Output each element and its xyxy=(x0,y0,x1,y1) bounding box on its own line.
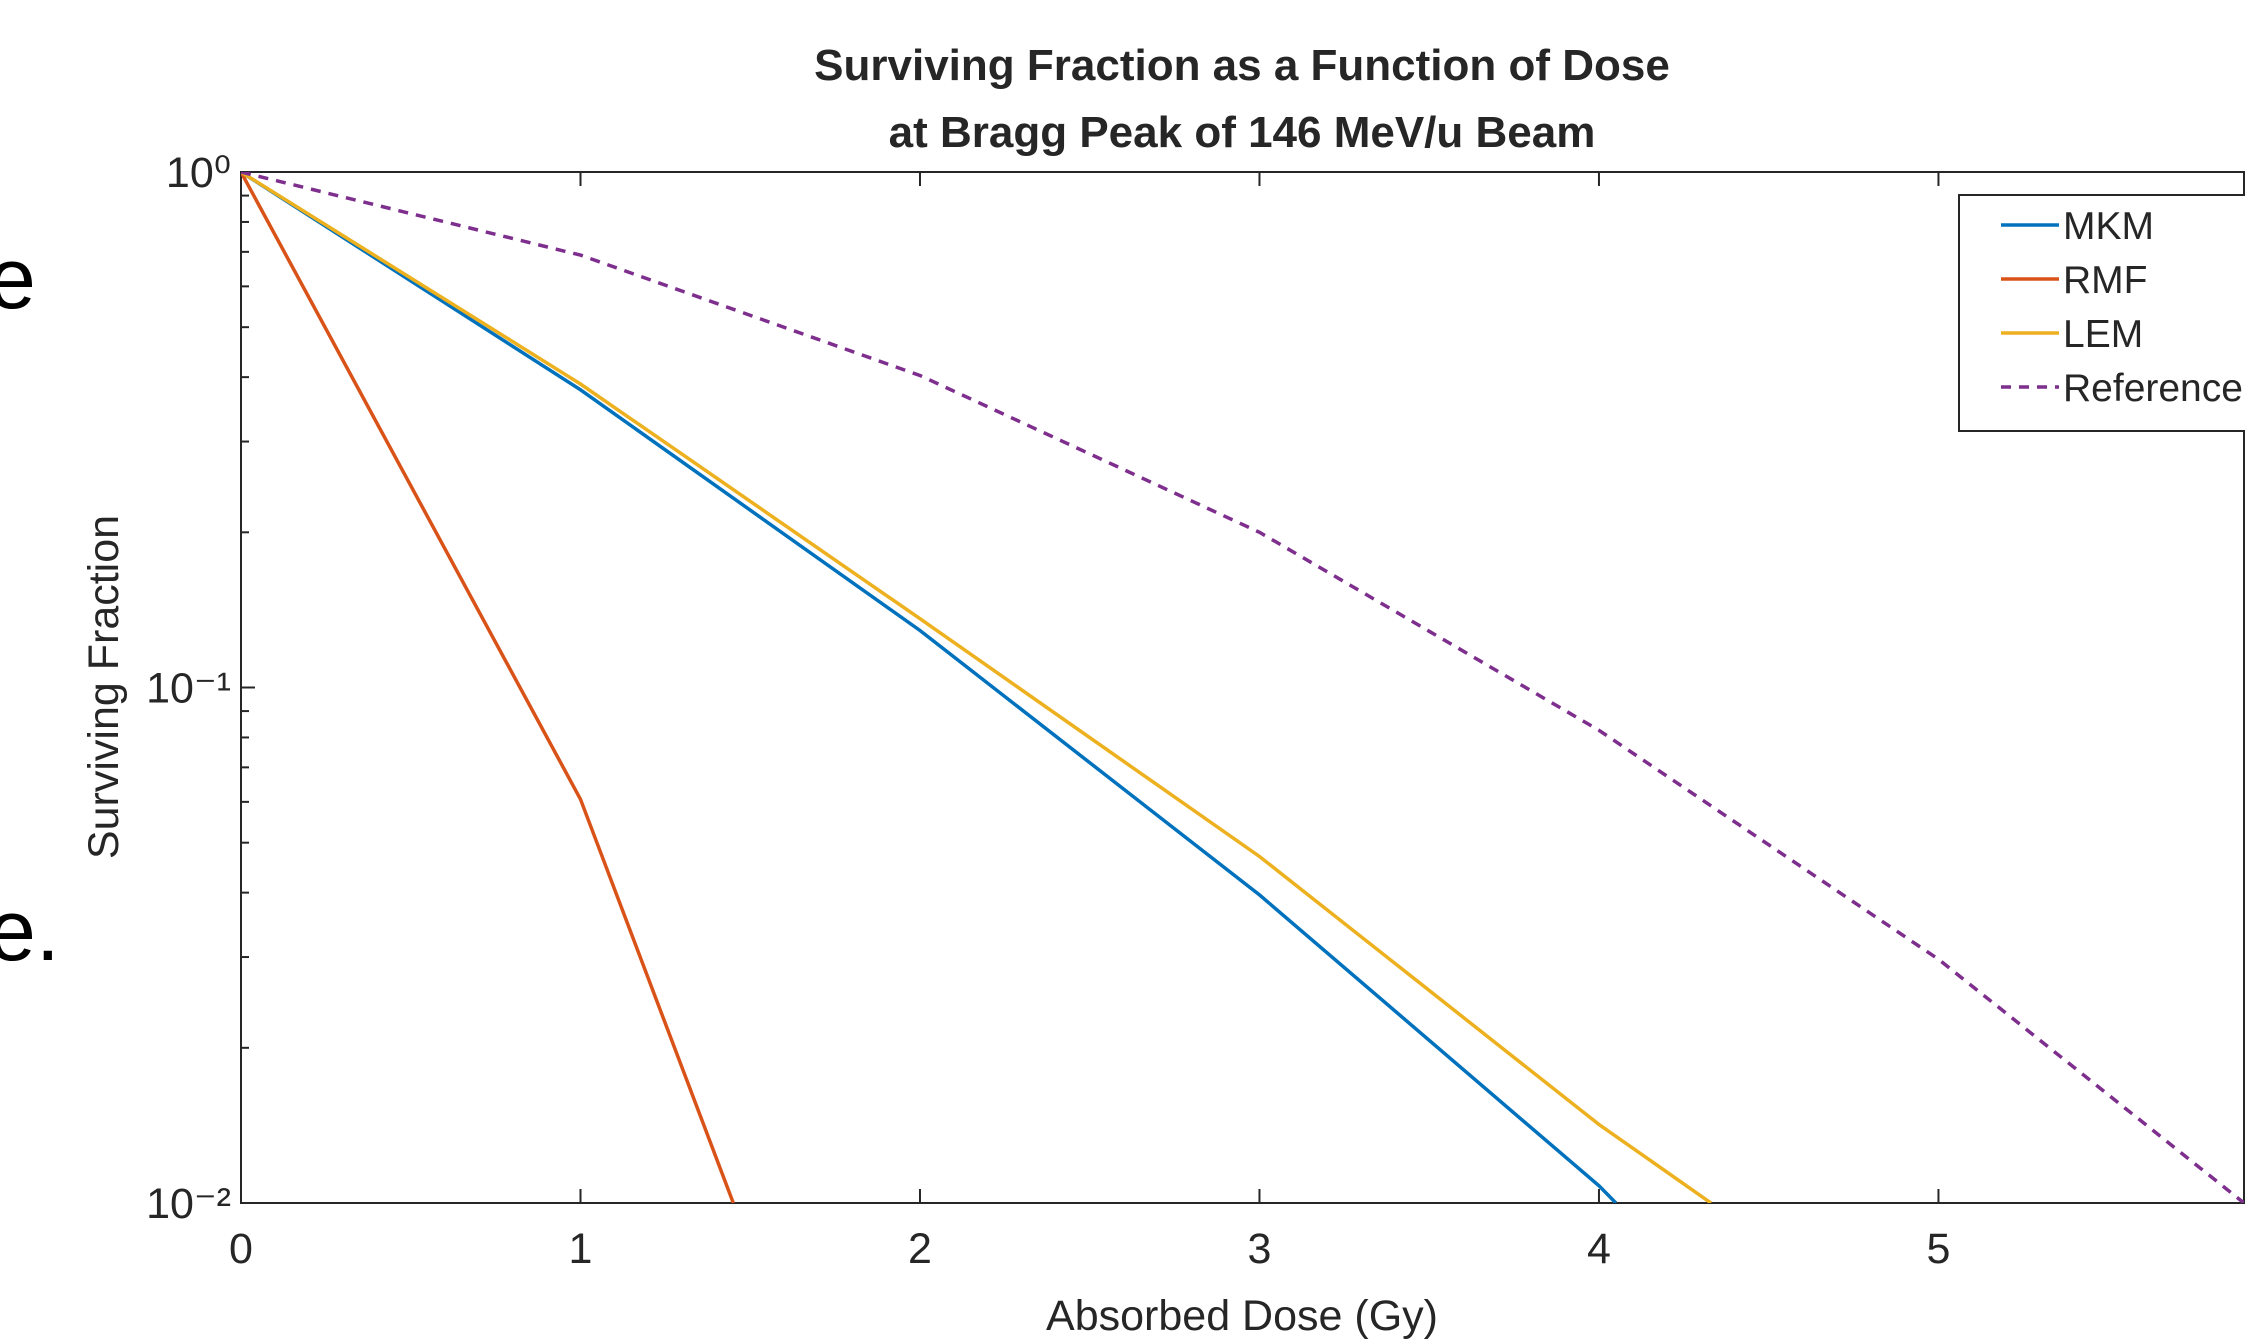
plot-frame xyxy=(240,171,2245,1204)
x-tick-label: 2 xyxy=(908,1225,932,1273)
x-axis-label: Absorbed Dose (Gy) xyxy=(1046,1292,1438,1340)
series-line xyxy=(241,172,1713,1203)
series-line xyxy=(241,172,1618,1203)
chart-title: Surviving Fraction as a Function of Dose xyxy=(814,41,1670,90)
y-tick-label: 10⁰ xyxy=(166,149,231,197)
legend-label: MKM xyxy=(2063,205,2154,248)
x-tick-label: 0 xyxy=(229,1225,253,1273)
legend-label: Reference xyxy=(2063,367,2243,410)
x-tick-label: 4 xyxy=(1587,1225,1611,1273)
side-text: e xyxy=(0,231,36,327)
legend-box xyxy=(1958,194,2245,432)
x-tick-label: 5 xyxy=(1926,1225,1950,1273)
chart-title: at Bragg Peak of 146 MeV/u Beam xyxy=(889,108,1596,157)
y-tick-label: 10⁻² xyxy=(146,1180,231,1228)
legend-label: LEM xyxy=(2063,313,2143,356)
x-tick-label: 3 xyxy=(1248,1225,1272,1273)
y-axis-label: Surviving Fraction xyxy=(80,515,128,859)
x-tick-label: 1 xyxy=(569,1225,593,1273)
side-text: e. xyxy=(0,883,60,979)
y-tick-label: 10⁻¹ xyxy=(146,665,231,713)
series-line xyxy=(241,172,735,1203)
series-line xyxy=(241,172,2244,1203)
legend-label: RMF xyxy=(2063,259,2147,302)
